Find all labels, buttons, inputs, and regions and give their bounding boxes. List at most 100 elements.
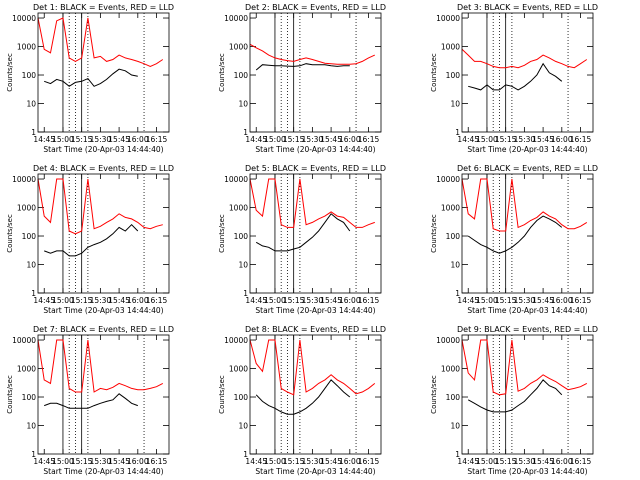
x-tick-label: 16:00 [551,457,573,466]
x-tick-label: 16:00 [127,296,149,305]
series-line-events [467,215,563,254]
panel-title: Det 8: BLACK = Events, RED = LLD [245,325,386,334]
x-tick-label: 14:45 [245,135,267,144]
x-tick-label: 15:15 [283,296,305,305]
y-tick-label: 10 [26,100,36,109]
y-tick-label: 1 [31,128,36,137]
y-axis-label: Counts/sec [6,53,14,92]
series-line-events [468,62,563,91]
y-tick-label: 100 [22,71,37,80]
y-tick-label: 10 [26,261,36,270]
x-tick-label: 15:00 [52,135,74,144]
x-tick-label: 16:00 [127,457,149,466]
x-tick-label: 14:45 [33,135,55,144]
y-tick-label: 10 [238,100,248,109]
y-tick-label: 1 [243,450,248,459]
y-tick-label: 10000 [224,336,248,345]
panel-title: Det 1: BLACK = Events, RED = LLD [33,3,174,12]
y-tick-label: 1 [243,128,248,137]
series-line-events [255,379,351,415]
series-line-lld [249,339,376,396]
x-tick-label: 15:00 [476,135,498,144]
y-axis-label: Counts/sec [6,214,14,253]
series-line-lld [37,339,164,393]
y-tick-label: 10 [238,261,248,270]
y-axis-label: Counts/sec [218,214,226,253]
y-tick-label: 1000 [229,204,248,213]
x-tick-label: 15:15 [71,296,93,305]
x-tick-label: 15:45 [320,135,342,144]
panel-det-5: Det 5: BLACK = Events, RED = LLD Counts/s… [218,164,386,315]
y-tick-label: 100 [22,232,37,241]
x-tick-label: 15:30 [302,135,324,144]
x-tick-label: 15:30 [302,296,324,305]
x-tick-label: 16:15 [146,296,168,305]
y-tick-label: 10000 [436,175,460,184]
x-tick-label: 15:00 [264,296,286,305]
y-axis-label: Counts/sec [218,53,226,92]
y-tick-label: 100 [446,393,461,402]
y-axis-label: Counts/sec [430,53,438,92]
panel-title: Det 7: BLACK = Events, RED = LLD [33,325,174,334]
x-axis-label: Start Time (20-Apr-03 14:44:40) [467,467,587,476]
x-tick-label: 16:15 [358,296,380,305]
plot-frame [461,173,594,294]
y-tick-label: 1000 [441,43,460,52]
y-axis-label: Counts/sec [430,375,438,414]
plot-frame [461,12,594,133]
series-line-events [255,63,350,71]
panel-title: Det 2: BLACK = Events, RED = LLD [245,3,386,12]
y-tick-label: 1000 [229,365,248,374]
y-tick-label: 1 [455,450,460,459]
y-tick-label: 10 [26,422,36,431]
x-tick-label: 16:15 [570,135,592,144]
x-tick-label: 14:45 [33,457,55,466]
panel-title: Det 4: BLACK = Events, RED = LLD [33,164,174,173]
x-tick-label: 15:00 [476,296,498,305]
y-tick-label: 10000 [436,336,460,345]
x-axis-label: Start Time (20-Apr-03 14:44:40) [255,145,375,154]
x-tick-label: 16:15 [570,457,592,466]
panel-title: Det 3: BLACK = Events, RED = LLD [457,3,598,12]
x-tick-label: 15:30 [514,135,536,144]
y-tick-label: 10 [450,261,460,270]
y-tick-label: 1000 [17,43,36,52]
x-tick-label: 16:00 [339,457,361,466]
panel-title: Det 9: BLACK = Events, RED = LLD [457,325,598,334]
x-axis-label: Start Time (20-Apr-03 14:44:40) [255,467,375,476]
x-axis-label: Start Time (20-Apr-03 14:44:40) [255,306,375,315]
x-tick-label: 15:15 [71,457,93,466]
x-axis-label: Start Time (20-Apr-03 14:44:40) [467,306,587,315]
x-tick-label: 15:15 [283,457,305,466]
x-tick-label: 15:45 [108,135,130,144]
x-tick-label: 16:00 [339,296,361,305]
y-tick-label: 1 [455,128,460,137]
series-line-events [44,68,138,87]
series-line-lld [249,43,376,65]
plot-frame [249,173,382,294]
y-tick-label: 1000 [17,365,36,374]
x-tick-label: 15:00 [264,135,286,144]
x-tick-label: 15:00 [476,457,498,466]
series-line-lld [249,178,375,228]
y-tick-label: 100 [234,232,249,241]
x-tick-label: 15:45 [108,296,130,305]
x-tick-label: 15:30 [90,135,112,144]
x-tick-label: 15:15 [495,135,517,144]
panel-det-9: Det 9: BLACK = Events, RED = LLD Counts/s… [430,325,598,476]
x-tick-label: 15:30 [90,457,112,466]
x-tick-label: 16:00 [339,135,361,144]
y-tick-label: 10000 [12,175,36,184]
plot-frame [249,12,382,133]
y-tick-label: 100 [446,71,461,80]
x-tick-label: 14:45 [457,135,479,144]
x-tick-label: 15:15 [283,135,305,144]
x-tick-label: 15:45 [532,296,554,305]
y-tick-label: 1000 [441,365,460,374]
series-line-lld [37,17,164,67]
panel-det-8: Det 8: BLACK = Events, RED = LLD Counts/s… [218,325,386,476]
plot-frame [37,334,170,455]
x-tick-label: 14:45 [245,296,267,305]
x-tick-label: 15:45 [532,135,554,144]
